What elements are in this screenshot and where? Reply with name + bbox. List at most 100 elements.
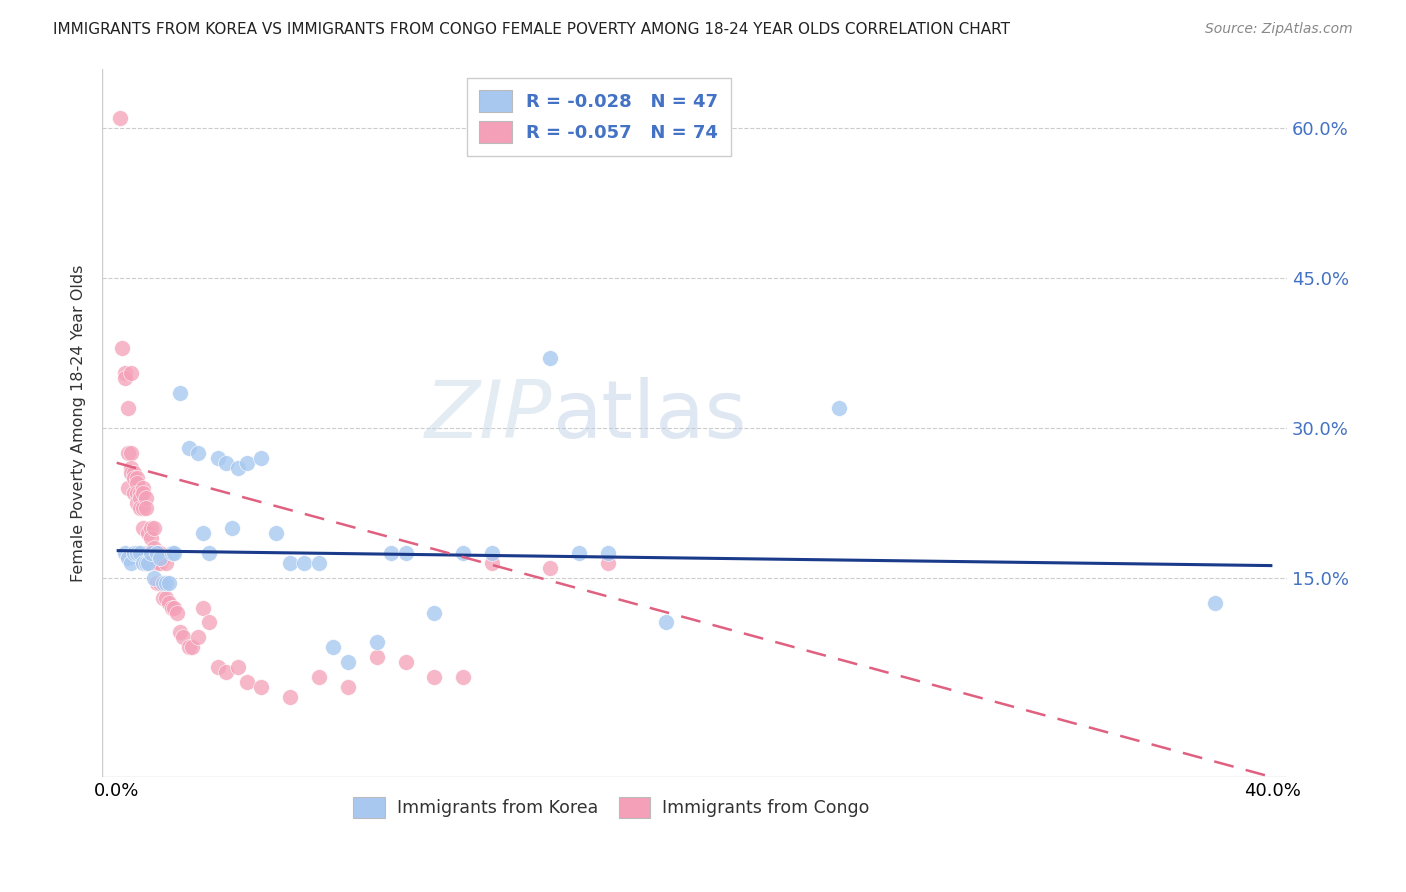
Point xyxy=(135,546,157,560)
Point xyxy=(117,550,139,565)
Point xyxy=(120,446,142,460)
Point xyxy=(125,471,148,485)
Point xyxy=(215,456,238,470)
Point xyxy=(122,546,145,560)
Point xyxy=(125,496,148,510)
Point xyxy=(141,556,163,570)
Point xyxy=(114,366,136,380)
Point xyxy=(453,670,475,684)
Point xyxy=(187,631,209,645)
Point xyxy=(166,606,188,620)
Point xyxy=(278,690,301,705)
Point xyxy=(122,466,145,480)
Text: Source: ZipAtlas.com: Source: ZipAtlas.com xyxy=(1205,22,1353,37)
Point xyxy=(149,550,172,565)
Point xyxy=(169,385,191,400)
Point xyxy=(163,546,186,560)
Point xyxy=(117,401,139,415)
Point xyxy=(250,681,273,695)
Point xyxy=(117,446,139,460)
Point xyxy=(138,556,160,570)
Point xyxy=(125,546,148,560)
Point xyxy=(160,546,183,560)
Point xyxy=(143,541,166,555)
Point xyxy=(138,546,160,560)
Legend: Immigrants from Korea, Immigrants from Congo: Immigrants from Korea, Immigrants from C… xyxy=(346,790,877,825)
Point xyxy=(366,635,388,649)
Point xyxy=(149,575,172,590)
Point xyxy=(294,556,316,570)
Point xyxy=(654,615,676,630)
Point xyxy=(155,575,177,590)
Point xyxy=(149,546,172,560)
Point xyxy=(423,670,446,684)
Point xyxy=(141,531,163,545)
Point xyxy=(169,625,191,640)
Point xyxy=(207,450,229,465)
Point xyxy=(264,525,287,540)
Point xyxy=(143,571,166,585)
Point xyxy=(157,575,180,590)
Point xyxy=(128,485,150,500)
Point xyxy=(157,595,180,609)
Text: ZIP: ZIP xyxy=(425,376,553,455)
Point xyxy=(308,556,330,570)
Point xyxy=(177,441,200,455)
Point xyxy=(193,525,215,540)
Point xyxy=(193,600,215,615)
Point xyxy=(152,591,174,605)
Point xyxy=(152,575,174,590)
Point xyxy=(180,640,202,655)
Point xyxy=(114,546,136,560)
Point xyxy=(1204,595,1226,609)
Point xyxy=(336,681,359,695)
Point xyxy=(250,450,273,465)
Point xyxy=(163,600,186,615)
Point xyxy=(235,456,257,470)
Point xyxy=(135,500,157,515)
Point xyxy=(120,460,142,475)
Point xyxy=(131,481,153,495)
Point xyxy=(380,546,402,560)
Point xyxy=(143,521,166,535)
Point xyxy=(235,675,257,690)
Point xyxy=(131,556,153,570)
Point xyxy=(138,556,160,570)
Point xyxy=(155,591,177,605)
Point xyxy=(187,446,209,460)
Point xyxy=(596,546,619,560)
Point xyxy=(128,500,150,515)
Point xyxy=(111,341,134,355)
Point xyxy=(117,481,139,495)
Point xyxy=(135,556,157,570)
Point xyxy=(120,466,142,480)
Point xyxy=(207,660,229,674)
Point xyxy=(278,556,301,570)
Point xyxy=(146,575,169,590)
Point xyxy=(423,606,446,620)
Point xyxy=(538,560,561,574)
Point xyxy=(122,485,145,500)
Point xyxy=(146,556,169,570)
Point xyxy=(128,546,150,560)
Point xyxy=(568,546,591,560)
Point xyxy=(131,485,153,500)
Point xyxy=(538,351,561,365)
Point xyxy=(131,521,153,535)
Point xyxy=(172,631,194,645)
Point xyxy=(828,401,851,415)
Point xyxy=(155,556,177,570)
Point xyxy=(177,640,200,655)
Point xyxy=(128,491,150,505)
Point xyxy=(152,550,174,565)
Point xyxy=(149,556,172,570)
Point xyxy=(215,665,238,680)
Point xyxy=(122,471,145,485)
Point xyxy=(481,546,503,560)
Point xyxy=(221,521,243,535)
Point xyxy=(131,500,153,515)
Point xyxy=(120,366,142,380)
Text: IMMIGRANTS FROM KOREA VS IMMIGRANTS FROM CONGO FEMALE POVERTY AMONG 18-24 YEAR O: IMMIGRANTS FROM KOREA VS IMMIGRANTS FROM… xyxy=(53,22,1011,37)
Point xyxy=(198,615,221,630)
Point xyxy=(226,660,249,674)
